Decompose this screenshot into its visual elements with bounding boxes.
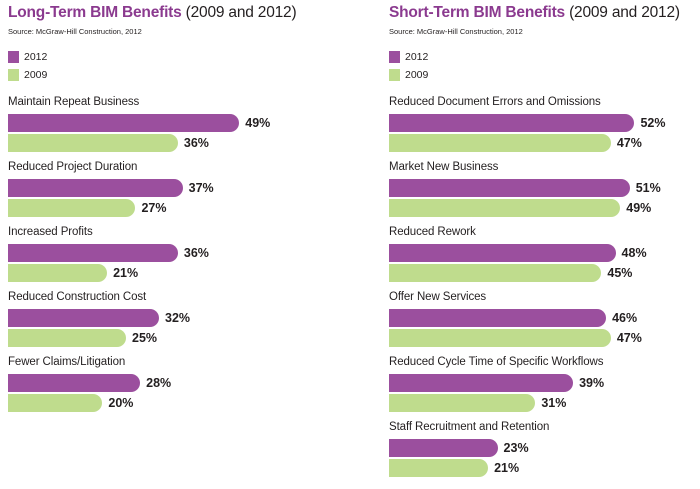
data-label-2009: 31%: [541, 396, 567, 410]
category-label: Increased Profits: [8, 226, 93, 238]
legend-swatch-2009: [389, 69, 400, 81]
category-label: Offer New Services: [389, 291, 487, 303]
bar-2009: [8, 329, 126, 347]
category-label: Staff Recruitment and Retention: [389, 421, 550, 433]
bar-2012: [389, 244, 616, 262]
bar-2012: [389, 439, 498, 457]
legend-swatch-2012: [8, 51, 19, 63]
legend-label-2012: 2012: [24, 51, 48, 63]
chart-title-main: Long-Term BIM Benefits: [8, 4, 182, 21]
data-label-2012: 39%: [579, 376, 605, 390]
data-label-2012: 37%: [188, 181, 214, 195]
data-label-2012: 48%: [621, 246, 647, 260]
bar-2012: [389, 179, 630, 197]
bar-2012: [8, 114, 240, 132]
legend-label-2009: 2009: [24, 69, 48, 81]
data-label-2012: 49%: [245, 116, 271, 130]
category-label: Reduced Construction Cost: [8, 291, 147, 303]
data-label-2009: 36%: [183, 136, 209, 150]
bar-2012: [389, 114, 635, 132]
data-label-2012: 32%: [165, 311, 191, 325]
short-term-chart: Short-Term BIM Benefits (2009 and 2012) …: [381, 0, 700, 489]
category-label: Market New Business: [389, 161, 499, 173]
data-label-2009: 45%: [607, 266, 633, 280]
bar-2009: [8, 394, 103, 412]
bar-2009: [389, 264, 602, 282]
bar-2009: [389, 199, 621, 217]
category-label: Reduced Cycle Time of Specific Workflows: [389, 356, 604, 368]
data-label-2009: 49%: [626, 201, 652, 215]
bar-2012: [8, 374, 141, 392]
bar-2012: [8, 309, 160, 327]
data-label-2012: 23%: [503, 441, 529, 455]
data-label-2009: 47%: [616, 331, 642, 345]
data-label-2009: 25%: [132, 331, 158, 345]
bar-2009: [8, 134, 178, 152]
bar-2012: [389, 374, 574, 392]
chart-subtitle: (2009 and 2012): [185, 4, 297, 21]
category-label: Fewer Claims/Litigation: [8, 356, 126, 368]
bar-2012: [8, 179, 183, 197]
legend-label-2009: 2009: [405, 69, 429, 81]
bar-2012: [8, 244, 178, 262]
bar-2009: [8, 264, 108, 282]
legend-swatch-2012: [389, 51, 400, 63]
data-label-2012: 52%: [640, 116, 666, 130]
data-label-2009: 20%: [108, 396, 134, 410]
bar-2012: [389, 309, 607, 327]
category-label: Maintain Repeat Business: [8, 96, 140, 108]
chart-title: Long-Term BIM Benefits (2009 and 2012): [8, 4, 297, 22]
long-term-chart: Long-Term BIM Benefits (2009 and 2012) S…: [0, 0, 330, 489]
chart-title: Short-Term BIM Benefits (2009 and 2012): [389, 4, 680, 22]
category-label: Reduced Project Duration: [8, 161, 138, 173]
data-label-2009: 21%: [113, 266, 139, 280]
data-label-2012: 28%: [146, 376, 172, 390]
data-label-2009: 21%: [494, 461, 520, 475]
chart-title-main: Short-Term BIM Benefits: [389, 4, 565, 21]
data-label-2012: 36%: [183, 246, 209, 260]
bar-2009: [389, 134, 611, 152]
bar-2009: [389, 394, 536, 412]
bar-2009: [8, 199, 136, 217]
category-label: Reduced Document Errors and Omissions: [389, 96, 601, 108]
chart-source: Source: McGraw-Hill Construction, 2012: [8, 27, 142, 36]
chart-subtitle: (2009 and 2012): [569, 4, 680, 21]
bar-2009: [389, 459, 489, 477]
data-label-2012: 46%: [612, 311, 638, 325]
category-label: Reduced Rework: [389, 226, 476, 238]
legend-swatch-2009: [8, 69, 19, 81]
data-label-2009: 27%: [141, 201, 167, 215]
bar-2009: [389, 329, 611, 347]
data-label-2012: 51%: [635, 181, 661, 195]
legend-label-2012: 2012: [405, 51, 429, 63]
data-label-2009: 47%: [616, 136, 642, 150]
chart-source: Source: McGraw-Hill Construction, 2012: [389, 27, 523, 36]
